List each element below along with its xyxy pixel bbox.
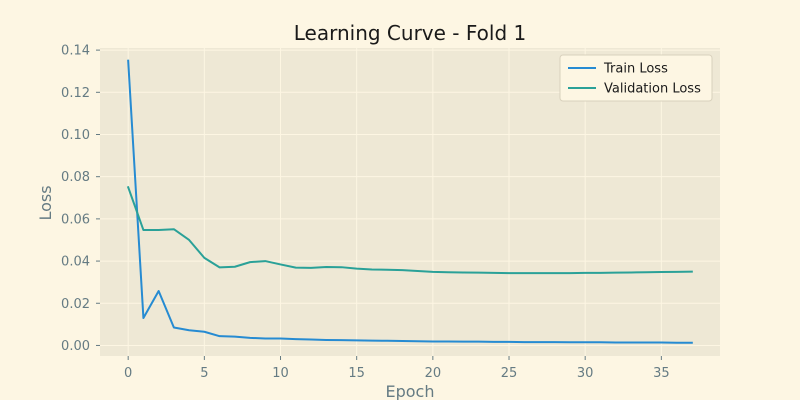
x-tick-label: 5 — [200, 366, 208, 381]
legend: Train Loss Validation Loss — [559, 54, 713, 102]
y-tick-label: 0.14 — [61, 44, 90, 59]
legend-label: Validation Loss — [604, 82, 701, 97]
legend-box — [559, 54, 713, 102]
x-tick-label: 0 — [124, 366, 132, 381]
y-tick-label: 0.10 — [61, 128, 90, 143]
y-axis-label: Loss — [36, 185, 55, 220]
x-tick-label: 15 — [348, 366, 365, 381]
series-line-train-loss — [127, 59, 693, 344]
y-tick-label: 0.06 — [61, 212, 90, 227]
x-tick-label: 20 — [425, 366, 442, 381]
legend-label: Train Loss — [603, 62, 668, 77]
series-layer — [126, 59, 693, 344]
chart-title: Learning Curve - Fold 1 — [294, 21, 526, 45]
y-tick-label: 0.08 — [61, 170, 90, 185]
y-axis-ticks: 0.00 0.02 0.04 0.06 0.08 0.10 0.12 0.14 — [61, 44, 100, 354]
x-tick-label: 25 — [501, 366, 518, 381]
y-tick-label: 0.02 — [61, 297, 90, 312]
y-tick-label: 0.04 — [61, 255, 90, 270]
x-axis-ticks: 0 5 10 15 20 25 30 35 — [124, 356, 670, 381]
x-axis-label: Epoch — [386, 382, 435, 400]
x-tick-label: 10 — [272, 366, 289, 381]
y-tick-label: 0.00 — [61, 339, 90, 354]
x-tick-label: 30 — [577, 366, 594, 381]
x-tick-label: 35 — [653, 366, 670, 381]
y-tick-label: 0.12 — [61, 86, 90, 101]
series-line-validation-loss — [126, 185, 693, 275]
